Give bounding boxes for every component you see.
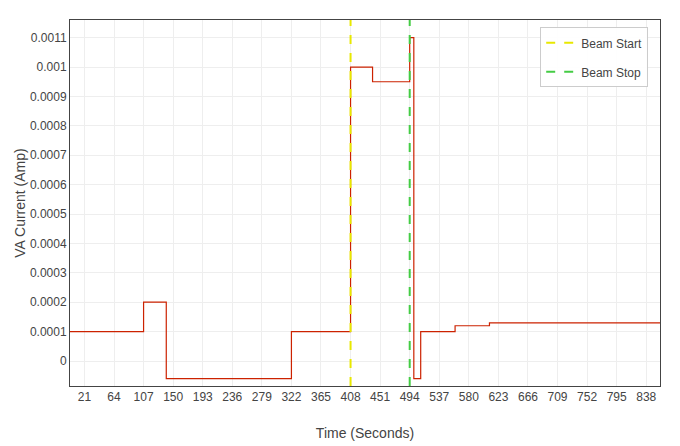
svg-text:580: 580 xyxy=(459,390,479,404)
svg-text:0.0001: 0.0001 xyxy=(30,325,67,339)
svg-text:0.0003: 0.0003 xyxy=(30,266,67,280)
svg-text:107: 107 xyxy=(134,390,154,404)
svg-text:408: 408 xyxy=(341,390,361,404)
svg-text:322: 322 xyxy=(281,390,301,404)
svg-text:21: 21 xyxy=(78,390,92,404)
svg-text:838: 838 xyxy=(636,390,656,404)
svg-text:0.0009: 0.0009 xyxy=(30,90,67,104)
svg-text:0.0004: 0.0004 xyxy=(30,237,67,251)
svg-text:0.0005: 0.0005 xyxy=(30,207,67,221)
svg-text:0.0011: 0.0011 xyxy=(31,31,67,45)
svg-text:0.0008: 0.0008 xyxy=(30,119,67,133)
svg-text:537: 537 xyxy=(429,390,449,404)
svg-text:451: 451 xyxy=(370,390,390,404)
svg-text:64: 64 xyxy=(107,390,121,404)
svg-text:193: 193 xyxy=(193,390,213,404)
svg-text:623: 623 xyxy=(488,390,508,404)
svg-text:Beam Stop: Beam Stop xyxy=(581,66,641,80)
svg-text:0.001: 0.001 xyxy=(37,60,67,74)
svg-text:494: 494 xyxy=(400,390,420,404)
svg-text:Time (Seconds): Time (Seconds) xyxy=(316,425,414,441)
svg-text:0.0002: 0.0002 xyxy=(30,295,67,309)
svg-text:0.0007: 0.0007 xyxy=(30,148,67,162)
svg-text:VA Current (Amp): VA Current (Amp) xyxy=(12,148,28,257)
svg-text:150: 150 xyxy=(163,390,183,404)
svg-text:709: 709 xyxy=(548,390,568,404)
svg-text:795: 795 xyxy=(607,390,627,404)
svg-text:666: 666 xyxy=(518,390,538,404)
svg-text:279: 279 xyxy=(252,390,272,404)
svg-text:Beam Start: Beam Start xyxy=(581,37,642,51)
svg-text:365: 365 xyxy=(311,390,331,404)
svg-text:752: 752 xyxy=(577,390,597,404)
svg-text:0: 0 xyxy=(60,354,67,368)
svg-text:236: 236 xyxy=(222,390,242,404)
svg-text:0.0006: 0.0006 xyxy=(30,178,67,192)
